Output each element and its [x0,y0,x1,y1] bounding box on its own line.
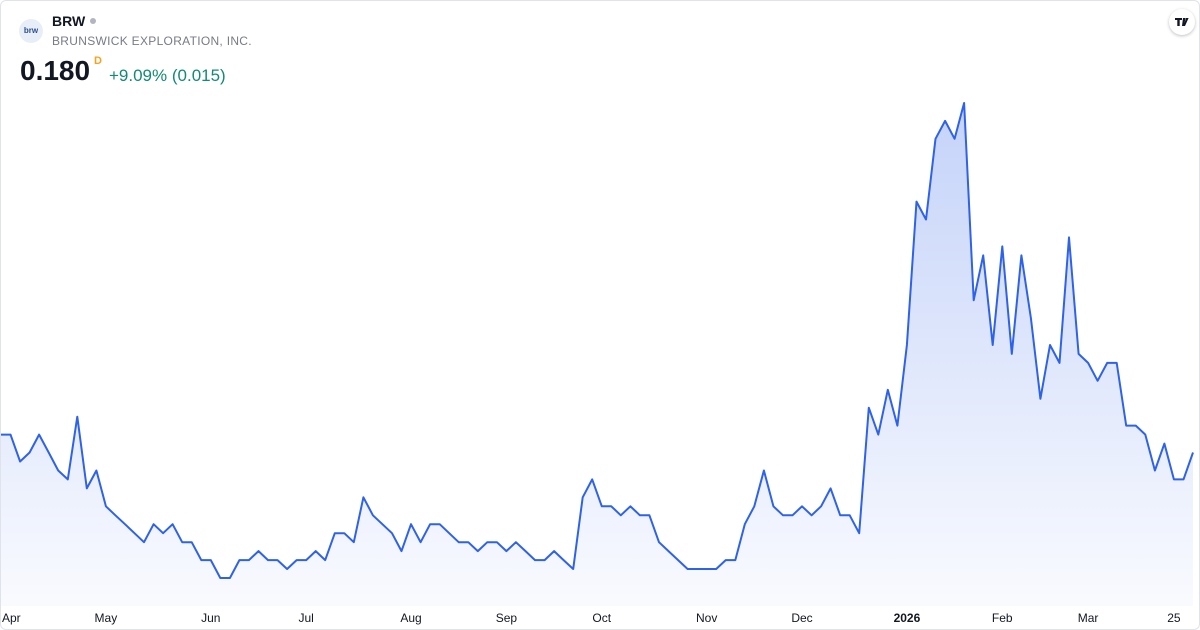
x-tick-label: Oct [592,611,611,625]
interval: D [94,55,102,67]
status-dot [90,18,97,24]
x-tick-label: Nov [696,611,717,625]
price-line [1,102,1194,579]
change: +9.09% (0.015) [109,66,226,85]
x-tick-label: Mar [1078,611,1099,625]
x-tick-label: Jun [201,611,220,625]
x-tick-label: Jul [298,611,313,625]
price: 0.180 [20,55,91,86]
x-tick-label: Dec [791,611,812,625]
x-tick-label: Feb [992,611,1013,625]
x-tick-label: 2026 [894,611,921,625]
tradingview-logo[interactable] [1169,9,1195,35]
x-tick-label: Apr [2,611,21,625]
symbol[interactable]: BRW [52,13,86,29]
logo: brw [19,19,43,43]
area-fill [1,103,1193,606]
symbol-row: BRW [52,13,97,29]
logo-icon [1175,18,1189,26]
x-tick-label: May [95,611,118,625]
company-name: BRUNSWICK EXPLORATION, INC. [52,34,252,48]
x-tick-label: Aug [400,611,421,625]
x-tick-label: Sep [496,611,518,625]
x-tick-label: 25 [1167,611,1181,625]
